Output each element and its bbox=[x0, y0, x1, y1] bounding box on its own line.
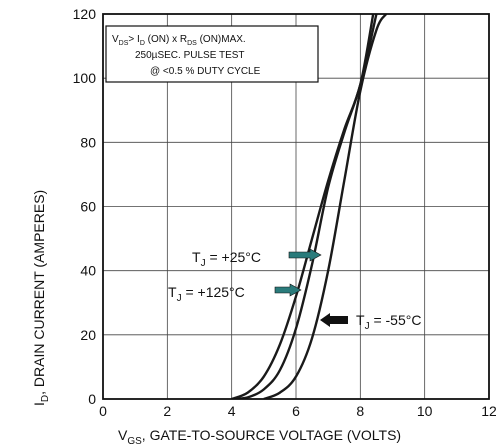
conditions-line-2: 250µSEC. PULSE TEST bbox=[135, 50, 245, 61]
svg-text:TJ = +25°C: TJ = +25°C bbox=[192, 249, 261, 269]
y-tick-label: 100 bbox=[73, 70, 97, 86]
y-tick-label: 20 bbox=[80, 327, 96, 343]
conditions-box: VDS> ID (ON) x RDS (ON)MAX. 250µSEC. PUL… bbox=[105, 25, 319, 83]
y-axis-title: ID, DRAIN CURRENT (AMPERES) bbox=[31, 190, 51, 406]
series-line-minus-55c bbox=[263, 14, 388, 399]
x-tick-label: 4 bbox=[228, 403, 236, 419]
x-tick-label: 10 bbox=[417, 403, 433, 419]
conditions-line-1: VDS> ID (ON) x RDS (ON)MAX. bbox=[112, 34, 246, 47]
y-tick-label: 120 bbox=[73, 6, 97, 22]
label-tj-125: TJ = +125°C bbox=[168, 283, 302, 304]
y-tick-label: 60 bbox=[80, 199, 96, 215]
label-tj-25: TJ = +25°C bbox=[192, 248, 322, 269]
label-tj-minus-55: TJ = -55°C bbox=[320, 312, 421, 332]
y-tick-label: 80 bbox=[80, 134, 96, 150]
x-tick-label: 0 bbox=[99, 403, 107, 419]
series-line-125c bbox=[231, 14, 375, 399]
arrow-tj-25 bbox=[288, 248, 322, 262]
y-tick-label: 0 bbox=[88, 391, 96, 407]
x-tick-label: 12 bbox=[481, 403, 496, 419]
conditions-line-3: @ <0.5 % DUTY CYCLE bbox=[150, 66, 261, 77]
x-tick-labels: 0 2 4 6 8 10 12 bbox=[99, 403, 496, 419]
svg-text:TJ = -55°C: TJ = -55°C bbox=[356, 312, 421, 332]
arrow-tj-minus-55 bbox=[320, 313, 348, 327]
x-tick-label: 6 bbox=[292, 403, 300, 419]
curves bbox=[231, 14, 388, 399]
x-tick-label: 8 bbox=[356, 403, 364, 419]
x-tick-label: 2 bbox=[163, 403, 171, 419]
y-tick-label: 40 bbox=[80, 263, 96, 279]
svg-text:TJ = +125°C: TJ = +125°C bbox=[168, 284, 245, 304]
arrow-tj-125 bbox=[274, 283, 302, 297]
x-axis-title: VGS, GATE-TO-SOURCE VOLTAGE (VOLTS) bbox=[118, 427, 401, 447]
y-tick-labels: 0 20 40 60 80 100 120 bbox=[73, 6, 97, 407]
plot-frame bbox=[102, 13, 490, 400]
